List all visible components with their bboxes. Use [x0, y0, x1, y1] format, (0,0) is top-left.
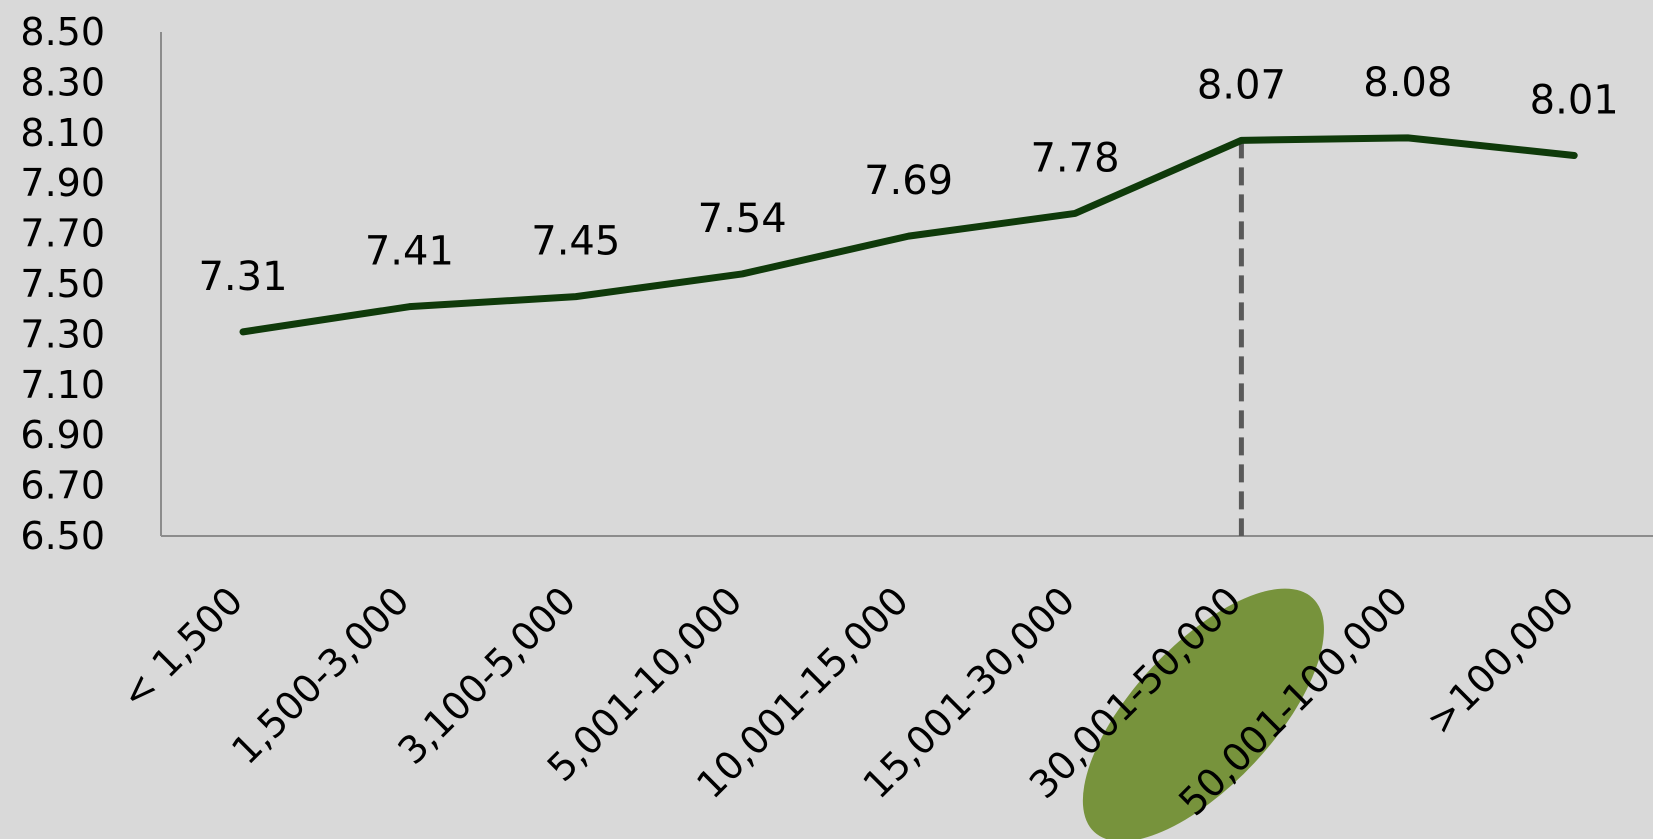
y-tick-label: 7.10 [20, 363, 105, 407]
data-label: 7.78 [1030, 135, 1119, 181]
y-tick-label: 8.10 [20, 111, 105, 155]
y-tick-label: 7.90 [20, 161, 105, 205]
y-tick-label: 8.30 [20, 60, 105, 104]
x-tick-label: < 1,500 [112, 578, 251, 717]
y-tick-label: 7.50 [20, 262, 105, 306]
data-label: 7.69 [864, 158, 953, 204]
data-label: 8.08 [1363, 60, 1452, 106]
highlight-layer [1082, 588, 1324, 839]
highlight-ellipse [1082, 588, 1324, 839]
data-labels: 7.31 7.41 7.45 7.54 7.69 7.78 8.07 8.08 8.01 [198, 60, 1618, 300]
y-tick-label: 8.50 [20, 10, 105, 54]
y-tick-label: 7.70 [20, 212, 105, 256]
data-label: 7.45 [531, 219, 620, 265]
x-tick-label: >100,000 [1418, 578, 1583, 743]
data-label: 7.41 [365, 229, 454, 275]
x-tick-label: 1,500-3,000 [223, 578, 418, 773]
y-tick-label: 6.50 [20, 514, 105, 558]
y-tick-label: 6.90 [20, 413, 105, 457]
y-tick-label: 7.30 [20, 312, 105, 356]
x-tick-labels: < 1,5001,500-3,0003,100-5,0005,001-10,00… [112, 578, 1582, 824]
series-layer [239, 134, 1578, 336]
y-tick-labels: 6.50 6.70 6.90 7.10 7.30 7.50 7.70 7.90 8.10 8.30… [20, 10, 105, 558]
series-line [239, 134, 1578, 336]
data-label: 8.07 [1197, 62, 1286, 108]
data-label: 8.01 [1530, 77, 1619, 123]
y-tick-label: 6.70 [20, 464, 105, 508]
data-label: 7.31 [198, 254, 287, 300]
axes [160, 32, 1653, 537]
data-label: 7.54 [698, 196, 787, 242]
